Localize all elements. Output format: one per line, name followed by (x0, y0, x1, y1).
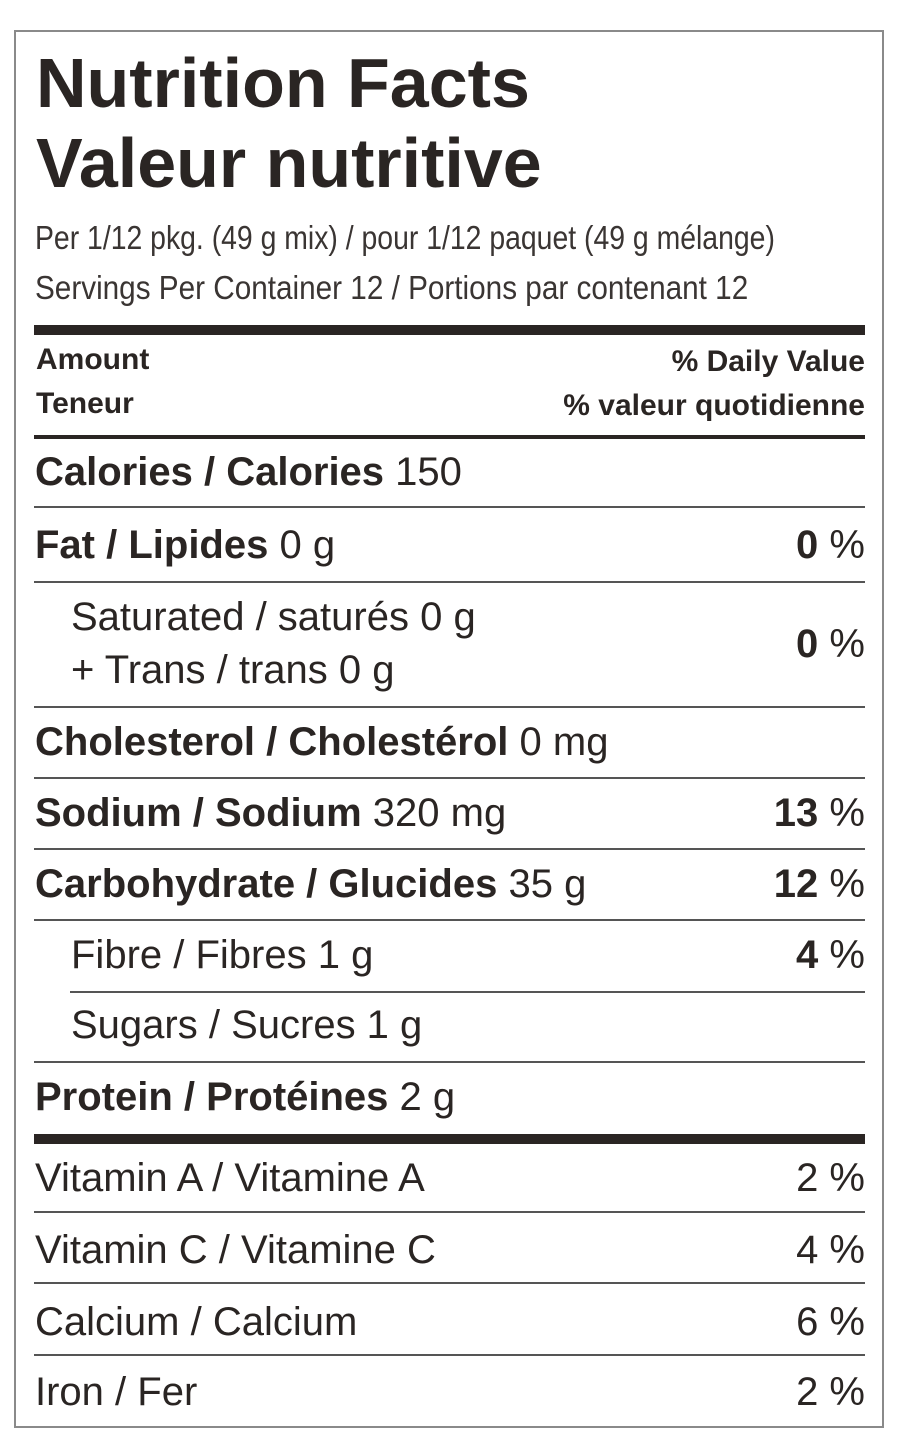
divider (34, 1282, 865, 1284)
title-english: Nutrition Facts (36, 44, 530, 122)
nutrient-row-cholesterol: Cholesterol / Cholestérol 0 mg (35, 720, 865, 764)
nutrient-amount: 320 mg (372, 791, 507, 835)
nutrient-label: Fat / Lipides (35, 523, 269, 567)
nutrient-amount: 0 mg (519, 720, 609, 764)
teneur-heading: Teneur (36, 387, 134, 420)
nutrient-label: Cholesterol / Cholestérol (35, 720, 509, 764)
divider (34, 1061, 865, 1063)
thick-divider (34, 325, 865, 335)
percent-sign: % (829, 523, 865, 567)
percent-sign: % (829, 791, 865, 835)
vitamin-label: Calcium / Calcium (35, 1300, 358, 1344)
nutrient-row-protein: Protein / Protéines 2 g (35, 1075, 865, 1119)
divider (34, 435, 865, 439)
percent-sign: % (829, 933, 865, 977)
daily-value: 13 (773, 791, 819, 835)
vitamin-label: Vitamin C / Vitamine C (35, 1228, 436, 1272)
nutrient-row-calories: Calories / Calories 150 (35, 450, 865, 494)
nutrient-row-sugars: Sugars / Sucres 1 g (35, 1003, 865, 1047)
vitamin-label: Iron / Fer (35, 1370, 198, 1414)
vitamin-row: Vitamin A / Vitamine A 2 % (35, 1156, 865, 1200)
divider (34, 1354, 865, 1356)
nutrient-amount: 35 g (508, 862, 587, 906)
daily-value: 0 (796, 523, 819, 567)
nutrient-label: Sugars / Sucres 1 g (71, 1003, 423, 1047)
nutrient-row-fat: Fat / Lipides 0 g 0 % (35, 523, 865, 567)
daily-value: 4 (796, 933, 819, 977)
daily-value-heading: % Daily Value (671, 345, 865, 378)
amount-heading: Amount (36, 343, 150, 376)
daily-value: 4 % (796, 1228, 865, 1272)
nutrient-label: Carbohydrate / Glucides (35, 862, 498, 906)
daily-value: 6 % (796, 1300, 865, 1344)
nutrient-row-carbohydrate: Carbohydrate / Glucides 35 g 12 % (35, 862, 865, 906)
divider (34, 919, 865, 921)
valeur-quotidienne-heading: % valeur quotidienne (563, 389, 865, 422)
nutrient-label: Saturated / saturés 0 g (71, 595, 476, 639)
divider (34, 848, 865, 850)
daily-value: 2 % (796, 1370, 865, 1414)
nutrient-amount: 150 (395, 450, 462, 494)
daily-value: 0 (796, 622, 819, 666)
divider (34, 581, 865, 583)
nutrient-label: Sodium / Sodium (35, 791, 362, 835)
vitamin-row: Calcium / Calcium 6 % (35, 1300, 865, 1344)
divider (34, 1211, 865, 1213)
vitamin-row: Vitamin C / Vitamine C 4 % (35, 1228, 865, 1272)
nutrient-label: Calories / Calories (35, 450, 385, 494)
daily-value: 2 % (796, 1156, 865, 1200)
nutrient-label: Protein / Protéines (35, 1075, 389, 1119)
percent-sign: % (829, 862, 865, 906)
nutrient-amount: 2 g (399, 1075, 456, 1119)
nutrient-label: Fibre / Fibres 1 g (71, 933, 374, 977)
divider (34, 706, 865, 708)
nutrient-label: + Trans / trans 0 g (71, 648, 395, 692)
label-border (14, 30, 884, 1428)
servings-per-container: Servings Per Container 12 / Portions par… (35, 269, 749, 306)
nutrient-amount: 0 g (279, 523, 336, 567)
vitamin-label: Vitamin A / Vitamine A (35, 1156, 425, 1200)
nutrient-row-trans: + Trans / trans 0 g (35, 648, 865, 692)
vitamin-row: Iron / Fer 2 % (35, 1370, 865, 1414)
divider (34, 506, 865, 508)
nutrient-row-fibre: Fibre / Fibres 1 g 4 % (35, 933, 865, 977)
serving-size: Per 1/12 pkg. (49 g mix) / pour 1/12 paq… (35, 219, 775, 256)
nutrient-row-sodium: Sodium / Sodium 320 mg 13 % (35, 791, 865, 835)
daily-value: 12 (773, 862, 819, 906)
thick-divider (34, 1134, 865, 1144)
saturated-trans-dv: 0 % (35, 622, 865, 666)
nutrient-row-saturated: Saturated / saturés 0 g (35, 595, 865, 639)
divider (70, 991, 865, 993)
percent-sign: % (829, 622, 865, 666)
title-french: Valeur nutritive (36, 124, 542, 202)
divider (34, 777, 865, 779)
